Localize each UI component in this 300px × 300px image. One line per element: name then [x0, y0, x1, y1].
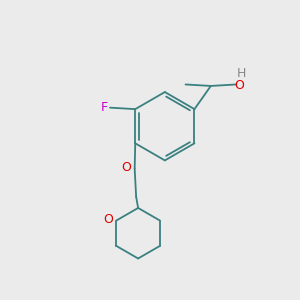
Text: F: F — [101, 101, 108, 114]
Text: O: O — [103, 213, 113, 226]
Text: O: O — [122, 160, 131, 174]
Text: O: O — [235, 80, 244, 92]
Text: H: H — [237, 67, 246, 80]
